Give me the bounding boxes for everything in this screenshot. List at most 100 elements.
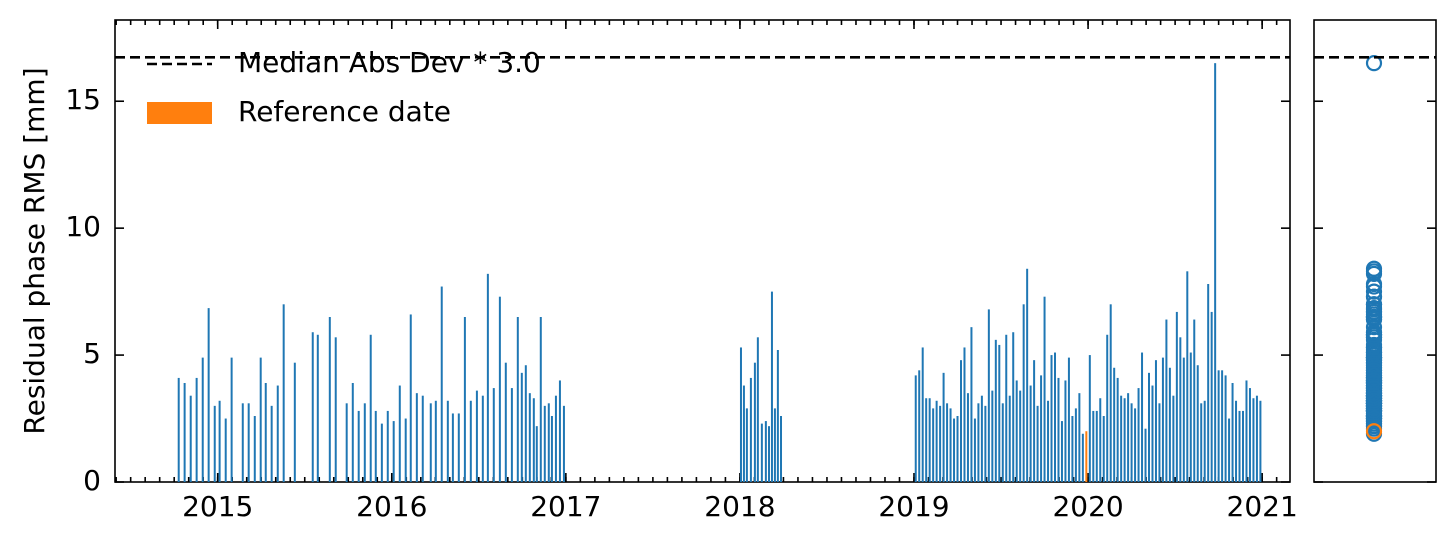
bar <box>1231 383 1234 482</box>
bar <box>183 383 186 482</box>
bar <box>1189 352 1192 482</box>
bar <box>469 400 472 482</box>
bar <box>1057 377 1060 482</box>
bar <box>739 347 742 482</box>
bar <box>753 362 756 482</box>
bar <box>1113 367 1116 482</box>
side-point <box>1365 329 1383 346</box>
bar <box>756 337 759 482</box>
bar <box>1120 395 1123 482</box>
bar <box>1127 393 1130 482</box>
bar <box>481 395 484 482</box>
bar <box>953 418 956 482</box>
bar <box>1168 367 1171 482</box>
side-point <box>1365 303 1383 321</box>
bar <box>1026 268 1029 482</box>
side-point <box>1365 349 1383 366</box>
bar <box>949 408 952 482</box>
bar <box>980 395 983 482</box>
side-point <box>1365 283 1383 300</box>
bar <box>970 327 973 482</box>
bar <box>351 383 354 482</box>
bar <box>475 390 478 482</box>
bar <box>1071 416 1074 482</box>
bar <box>463 317 466 482</box>
bar <box>1238 410 1241 482</box>
side-point <box>1365 423 1383 440</box>
bar <box>554 395 557 482</box>
side-point <box>1365 288 1383 305</box>
bar <box>429 403 432 482</box>
bar <box>770 291 773 482</box>
bar <box>1242 410 1244 482</box>
bar <box>1175 311 1178 482</box>
bar <box>398 385 401 482</box>
bar <box>1245 380 1248 482</box>
bar <box>1106 334 1109 482</box>
bar <box>749 377 752 482</box>
bar <box>224 418 227 482</box>
y-tick-label: 10 <box>65 210 101 243</box>
bar <box>374 410 377 482</box>
bar <box>1050 355 1053 482</box>
bar <box>1196 365 1199 482</box>
bar <box>392 421 395 482</box>
side-point <box>1365 319 1383 336</box>
bar <box>1060 421 1063 482</box>
bar <box>998 344 1001 482</box>
x-tick-label: 2018 <box>704 490 775 523</box>
side-point <box>1365 362 1383 379</box>
bar <box>918 370 921 482</box>
bar <box>1186 271 1189 482</box>
bar <box>1043 296 1046 482</box>
bar <box>218 400 221 482</box>
bar <box>213 405 216 482</box>
side-frame <box>1313 19 1437 483</box>
bar <box>415 393 418 482</box>
bar <box>207 308 210 482</box>
x-tick-label: 2017 <box>530 490 601 523</box>
bar <box>1134 408 1137 482</box>
bar <box>1228 418 1231 482</box>
bar <box>935 400 938 482</box>
x-tick-label: 2021 <box>1227 490 1298 523</box>
bar <box>201 357 204 482</box>
bar <box>195 377 198 482</box>
y-tick-label: 0 <box>83 464 101 497</box>
side-point <box>1365 296 1383 313</box>
side-point <box>1365 263 1383 280</box>
bar <box>404 418 407 482</box>
bar <box>516 317 519 482</box>
bar <box>293 362 296 482</box>
bar <box>1081 433 1084 482</box>
y-axis-label: Residual phase RMS [mm] <box>18 67 51 434</box>
bar <box>1224 375 1227 482</box>
bar <box>1088 355 1091 482</box>
bar <box>440 286 443 482</box>
bar <box>764 421 767 482</box>
bar <box>357 410 360 482</box>
bar <box>1207 284 1210 482</box>
bar <box>1015 380 1018 482</box>
bar <box>1005 334 1008 482</box>
bar <box>1040 375 1043 482</box>
side-point <box>1365 344 1383 361</box>
bar <box>1067 357 1070 482</box>
bar <box>558 380 561 482</box>
bar <box>1109 304 1112 482</box>
bar <box>1085 431 1088 482</box>
bar <box>928 398 931 482</box>
bar <box>1036 405 1039 482</box>
bar <box>1033 360 1036 482</box>
bar <box>977 403 980 482</box>
bar <box>550 416 553 482</box>
y-tick-label: 5 <box>83 337 101 370</box>
side-point <box>1365 311 1383 328</box>
bar <box>492 388 495 482</box>
bar <box>773 408 776 482</box>
bar <box>259 357 262 482</box>
bar <box>1022 304 1025 482</box>
side-point <box>1365 402 1383 420</box>
bar <box>1203 400 1206 482</box>
bar <box>1148 372 1150 482</box>
